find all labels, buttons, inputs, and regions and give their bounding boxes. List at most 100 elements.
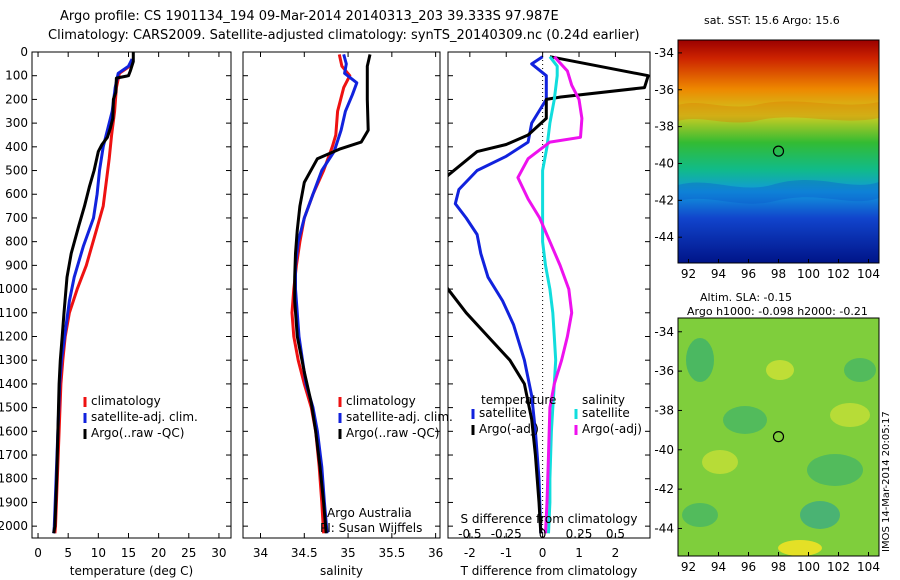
- map-x-tick-label: 96: [741, 267, 756, 281]
- x-tick-label-s: 0: [539, 527, 547, 541]
- series-line-salinity-satellite: [541, 55, 559, 534]
- sla-field-texture: [830, 403, 870, 427]
- x-tick-label-s: 0.25: [566, 527, 593, 541]
- map-y-tick-label: -36: [654, 83, 674, 97]
- x-tick-label-s: -0.25: [491, 527, 522, 541]
- x-tick-label: 35: [340, 546, 355, 560]
- x-tick-label: 35.5: [378, 546, 405, 560]
- y-tick-label: 800: [5, 235, 28, 249]
- y-tick-label: 1000: [0, 282, 28, 296]
- legend-title: salinity: [582, 393, 625, 407]
- sla-field-texture: [682, 503, 718, 527]
- legend-entry: Argo(-adj): [582, 422, 642, 436]
- map-y-tick-label: -38: [654, 403, 674, 417]
- sla-field-texture: [800, 501, 840, 529]
- y-tick-label: 500: [5, 164, 28, 178]
- map-x-tick-label: 92: [681, 560, 696, 574]
- series-line-salinity-argo-adj-: [516, 55, 584, 534]
- y-tick-label: 2000: [0, 519, 28, 533]
- y-tick-label: 1100: [0, 306, 28, 320]
- argo-height-readout: Argo h1000: -0.098 h2000: -0.21: [687, 305, 868, 318]
- legend-entry: Argo(..raw -QC): [91, 426, 184, 440]
- series-line-temperature-satellite: [453, 55, 548, 534]
- map-y-tick-label: -36: [654, 364, 674, 378]
- legend-entry: climatology: [346, 394, 416, 408]
- x-tick-label-t: 1: [575, 546, 583, 560]
- x-tick-label-t: -1: [500, 546, 512, 560]
- y-tick-label: 100: [5, 69, 28, 83]
- salinity-panel: 34 34.5 35 35.5 36 salinity climatology satelli…: [242, 51, 453, 578]
- series-line-temperature-argo-adj-: [448, 55, 650, 534]
- y-tick-label: 600: [5, 187, 28, 201]
- map-x-tick-label: 92: [681, 267, 696, 281]
- panel-plot-area: [52, 52, 135, 534]
- panel-plot-area: [290, 54, 372, 534]
- map-x-tick-label: 94: [711, 560, 726, 574]
- map-x-tick-label: 102: [827, 267, 850, 281]
- x-tick-label: 30: [211, 546, 226, 560]
- y-tick-label: 1500: [0, 401, 28, 415]
- panel-frame: [31, 51, 232, 539]
- series-line-argo-raw-qc-: [293, 54, 372, 534]
- y-tick-label: 1400: [0, 377, 28, 391]
- map-x-tick-label: 104: [857, 267, 880, 281]
- y-tick-label: 1900: [0, 495, 28, 509]
- x-axis-label: temperature (deg C): [70, 564, 193, 578]
- annotation-line: Argo Australia: [327, 506, 412, 520]
- x-tick-label: 36: [428, 546, 443, 560]
- legend-entry: satellite: [582, 406, 630, 420]
- sla-field-texture: [723, 406, 767, 434]
- altimetry-map: 92 94 96 98 100 102 104 -34 -36 -38 -40 -42 -44: [654, 317, 880, 574]
- x-tick-label: 34.5: [291, 546, 318, 560]
- series-line-satellite-adj-clim-: [294, 54, 359, 534]
- legend-entry: Argo(-adj): [479, 422, 539, 436]
- x-tick-label-s: -0.5: [458, 527, 481, 541]
- y-tick-label: 900: [5, 258, 28, 272]
- difference-panel: -2 -1 0 1 2 -0.5 -0.25 0 0.25 0.5 T difference fro…: [447, 51, 651, 578]
- map-y-tick-label: -38: [654, 120, 674, 134]
- y-tick-label: 400: [5, 140, 28, 154]
- x-tick-label: 25: [181, 546, 196, 560]
- x-tick-label-t: 2: [612, 546, 620, 560]
- y-tick-label: 1800: [0, 472, 28, 486]
- sla-field-texture: [778, 540, 822, 556]
- y-tick-label: 200: [5, 92, 28, 106]
- map-x-tick-label: 98: [771, 560, 786, 574]
- sst-map-title: sat. SST: 15.6 Argo: 15.6: [704, 14, 840, 27]
- altimetry-map-title: Altim. SLA: -0.15: [700, 291, 793, 304]
- map-y-tick-label: -40: [654, 156, 674, 170]
- panel-plot-area: [448, 52, 650, 538]
- x-axis-label: T difference from climatology: [460, 564, 638, 578]
- sst-field-texture: [678, 101, 879, 123]
- sst-field: [678, 40, 879, 263]
- x-tick-label: 34: [253, 546, 268, 560]
- x-tick-label: 0: [34, 546, 42, 560]
- y-tick-label: 1200: [0, 329, 28, 343]
- sst-map: 92 94 96 98 100 102 104 -34 -36 -38 -40 -42 -44: [654, 39, 880, 281]
- legend-entry: satellite-adj. clim.: [346, 410, 453, 424]
- x-tick-label-t: -2: [464, 546, 476, 560]
- x-tick-label-t: 0: [539, 546, 547, 560]
- legend-entry: satellite: [479, 406, 527, 420]
- map-y-tick-label: -42: [654, 482, 674, 496]
- legend-title: temperature: [481, 393, 556, 407]
- map-y-tick-label: -44: [654, 521, 674, 535]
- sla-field-texture: [807, 454, 863, 486]
- map-y-tick-label: -44: [654, 230, 674, 244]
- map-x-tick-label: 96: [741, 560, 756, 574]
- x-tick-label: 15: [121, 546, 136, 560]
- sst-field-texture: [678, 180, 879, 204]
- legend-entry: Argo(..raw -QC): [346, 426, 439, 440]
- y-tick-label: 300: [5, 116, 28, 130]
- y-tick-label: 1300: [0, 353, 28, 367]
- map-x-tick-label: 94: [711, 267, 726, 281]
- x-tick-label: 5: [64, 546, 72, 560]
- annotation-line: PI: Susan Wijffels: [320, 521, 422, 535]
- series-line-argo-raw-qc-: [52, 52, 135, 534]
- sla-field-texture: [702, 450, 738, 474]
- panel-frame: [242, 51, 441, 539]
- y-tick-label: 1700: [0, 448, 28, 462]
- map-y-tick-label: -34: [654, 325, 674, 339]
- y-tick-label: 1600: [0, 424, 28, 438]
